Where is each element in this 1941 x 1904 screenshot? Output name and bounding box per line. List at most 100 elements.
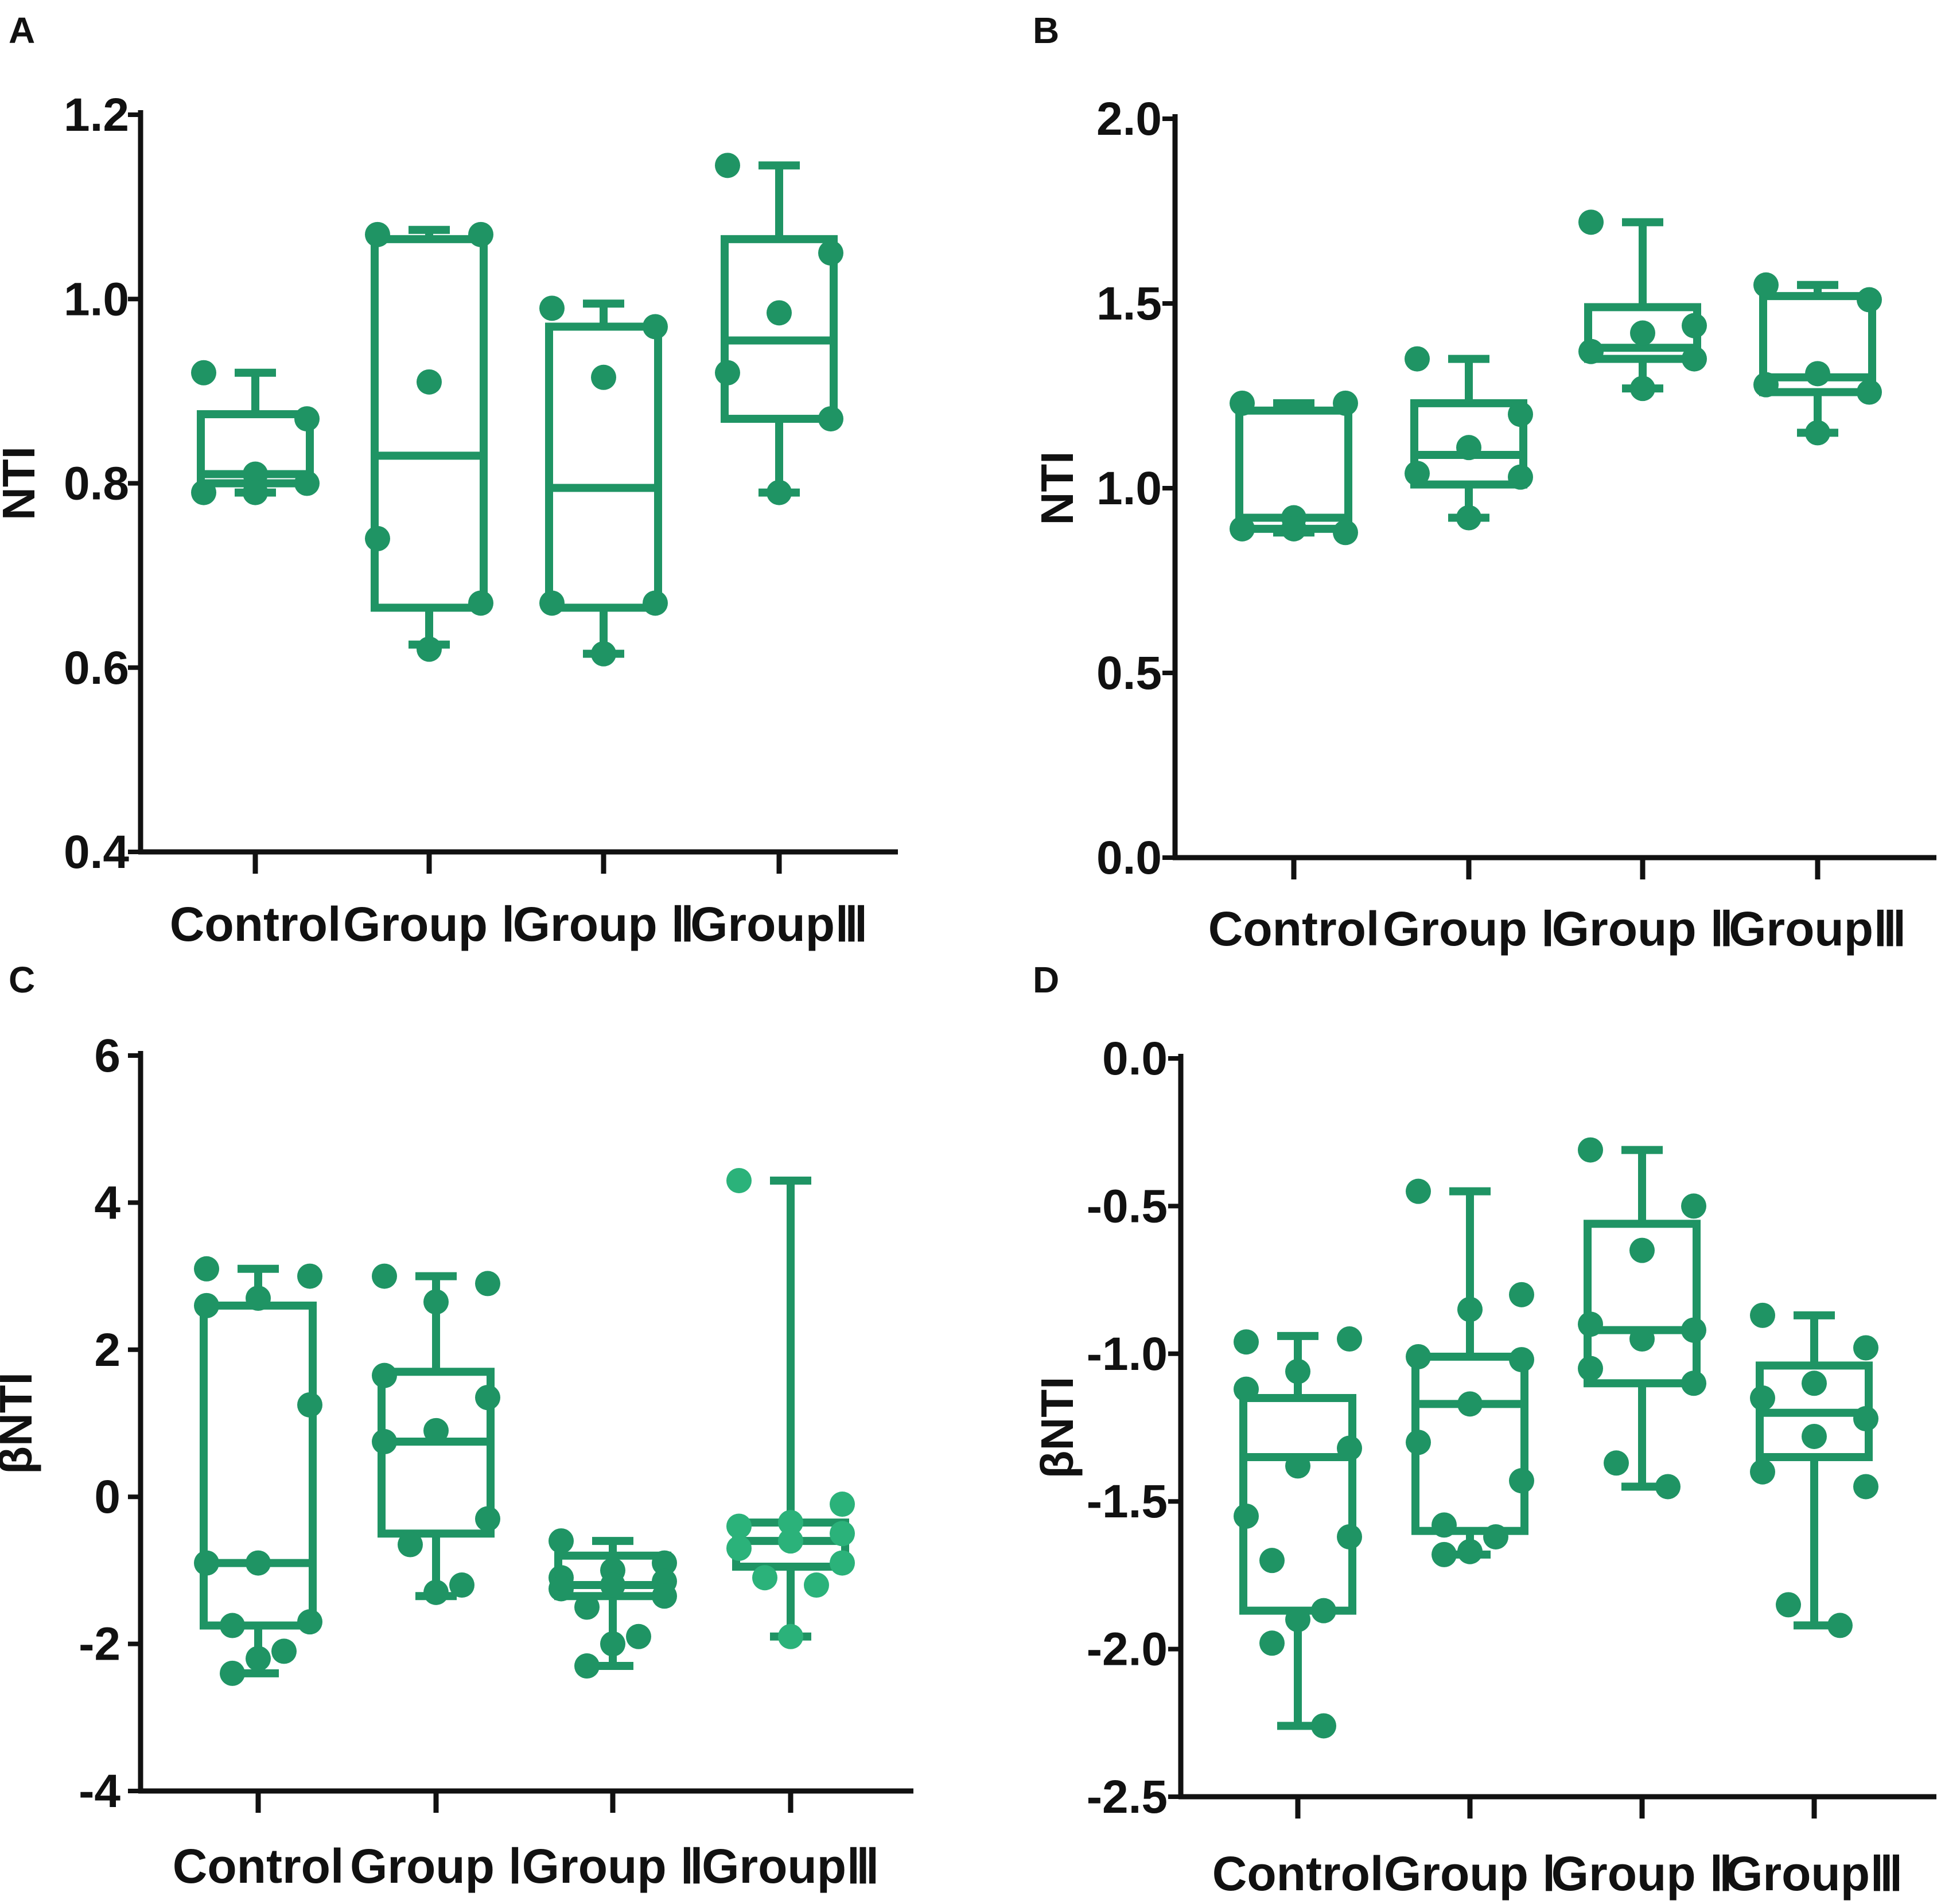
y-tick-label: -4 — [79, 1765, 120, 1817]
data-point — [1681, 1317, 1706, 1343]
data-point — [246, 1550, 271, 1576]
data-point — [1259, 1630, 1285, 1656]
y-tick-label: -0.5 — [1087, 1180, 1168, 1232]
data-point — [423, 1289, 449, 1315]
data-point — [475, 1271, 500, 1296]
data-point — [365, 525, 390, 551]
data-point — [1630, 320, 1655, 346]
data-point — [1281, 516, 1306, 542]
panel-letter-c: C — [9, 959, 35, 1000]
y-tick-label: 2 — [94, 1324, 120, 1376]
data-point — [778, 1623, 803, 1649]
data-point — [1629, 1237, 1655, 1263]
data-point — [417, 636, 442, 662]
data-point — [220, 1660, 245, 1686]
y-tick-label: -2 — [79, 1618, 120, 1671]
data-point — [549, 1528, 574, 1554]
data-point — [1776, 1592, 1801, 1618]
data-point — [643, 314, 668, 340]
y-tick-label: 0.0 — [1096, 832, 1162, 884]
data-point — [365, 221, 390, 247]
box-iqr — [1584, 1220, 1701, 1388]
data-point — [1682, 313, 1707, 338]
data-point — [726, 1167, 752, 1193]
y-tick-label: 0.4 — [64, 826, 129, 878]
data-point — [591, 641, 616, 667]
data-point — [194, 1292, 219, 1318]
data-point — [1578, 1356, 1603, 1381]
data-point — [1337, 1326, 1362, 1352]
data-point — [475, 1506, 500, 1532]
data-point — [818, 406, 843, 432]
data-point — [372, 1263, 397, 1289]
y-tick-label: 0.5 — [1096, 647, 1162, 699]
panel-c: C -4 -2 0 2 4 6 βNTI Control Group Ⅰ Group ⅡGroup… — [0, 959, 913, 1893]
x-category-label: Group Ⅰ — [350, 1839, 522, 1893]
panel-a: A 0.4 0.6 0.8 1.0 1.2 NTI Control Group ⅠGroup … — [0, 10, 898, 951]
y-axis-title: NTI — [0, 446, 44, 520]
data-point — [297, 1263, 322, 1289]
data-point — [297, 1392, 322, 1418]
panel-letter-d: D — [1033, 959, 1059, 1000]
y-tick-label: 6 — [94, 1030, 120, 1082]
data-point — [1234, 1329, 1259, 1355]
data-point — [1681, 1193, 1706, 1219]
data-point — [830, 1492, 855, 1517]
data-point — [1333, 520, 1358, 546]
y-tick-label: -2.0 — [1087, 1623, 1168, 1676]
data-point — [423, 1579, 449, 1605]
data-point — [726, 1535, 752, 1561]
data-point — [1753, 372, 1779, 398]
y-tick-label: 0.6 — [64, 642, 129, 694]
data-point — [1681, 1370, 1706, 1396]
data-point — [1457, 1391, 1483, 1417]
data-point — [752, 1565, 777, 1591]
y-tick-label: 0 — [94, 1471, 120, 1523]
data-point — [1311, 1598, 1336, 1623]
data-point — [1805, 420, 1830, 446]
data-point — [271, 1638, 297, 1664]
data-point — [767, 300, 792, 326]
y-axis-title: βNTI — [1032, 1377, 1083, 1479]
x-category-label: Group Ⅱ — [1552, 902, 1734, 956]
y-tick-label: 4 — [94, 1177, 120, 1229]
data-point — [1509, 1282, 1534, 1307]
data-point — [243, 461, 268, 487]
x-category-label: Group Ⅰ — [1384, 1847, 1556, 1901]
y-tick-label: -2.5 — [1087, 1771, 1168, 1823]
y-axis-title: βNTI — [0, 1372, 41, 1474]
x-category-label: Group Ⅱ — [522, 1839, 704, 1893]
data-point — [1853, 1335, 1878, 1361]
data-point — [1406, 1344, 1431, 1369]
data-point — [643, 590, 668, 616]
data-point — [1285, 1453, 1310, 1479]
data-point — [1259, 1548, 1285, 1574]
data-point — [1311, 1713, 1336, 1739]
data-point — [818, 240, 843, 266]
data-point — [715, 360, 740, 386]
x-category-label: GroupⅢ — [1729, 902, 1907, 956]
data-point — [246, 1286, 271, 1311]
x-category-label: Group Ⅰ — [343, 897, 515, 951]
data-point — [600, 1572, 625, 1598]
y-tick-label: 0.0 — [1102, 1033, 1168, 1085]
data-point — [1230, 516, 1255, 542]
data-point — [294, 406, 320, 432]
y-tick-label: -1.5 — [1087, 1475, 1168, 1528]
data-point — [1509, 1468, 1534, 1494]
data-point — [600, 1631, 625, 1657]
y-tick-label: -1.0 — [1087, 1328, 1168, 1380]
y-tick-label: 1.2 — [64, 89, 129, 141]
data-point — [1406, 1178, 1431, 1204]
y-tick-label: 1.0 — [64, 273, 129, 325]
data-point — [1655, 1474, 1681, 1500]
data-point — [1853, 1474, 1878, 1500]
data-point — [1483, 1524, 1508, 1549]
data-point — [652, 1550, 677, 1576]
data-point — [1682, 346, 1707, 372]
data-point — [767, 480, 792, 505]
box-iqr — [1411, 1352, 1528, 1535]
